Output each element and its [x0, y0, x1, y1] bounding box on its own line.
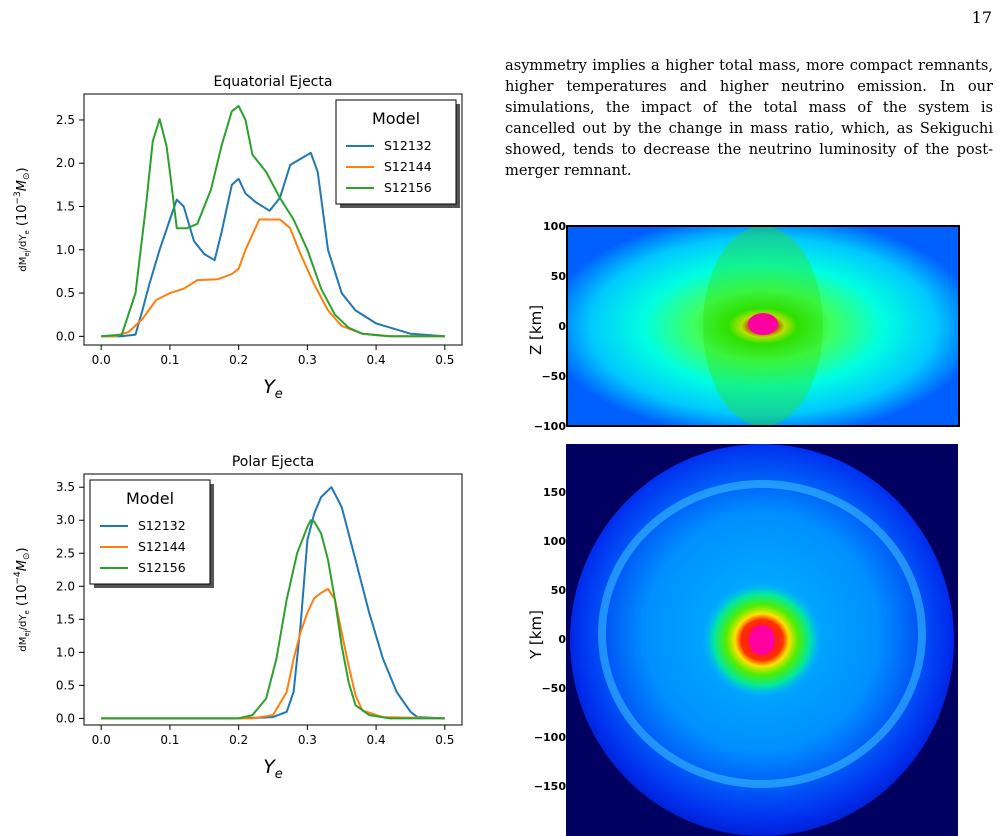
y-tick-label: 3.0: [56, 513, 75, 527]
y-tick-label: 0.5: [56, 286, 75, 300]
x-tick-label: 0.2: [229, 733, 248, 747]
plot-frame: [83, 473, 463, 726]
sim-tick-label: 100: [543, 220, 566, 233]
legend-title: Model: [126, 489, 174, 508]
sim-top-density-map: [566, 225, 960, 427]
y-tick-label: 0.0: [56, 329, 75, 343]
chart-title: Equatorial Ejecta: [214, 74, 333, 90]
legend-entry-S12132: S12132: [384, 138, 432, 153]
x-tick-label: 0.2: [229, 353, 248, 367]
plot-frame: [83, 93, 463, 346]
sim-tick-label: 150: [543, 486, 566, 499]
x-tick-label: 0.4: [367, 353, 386, 367]
legend-title: Model: [372, 109, 420, 128]
series-line-S12132: [101, 151, 445, 338]
polar-ejecta-chart: Polar Ejecta 0.0 0.1 0.2 0.3 0.4 0.5 0.0 0.5 1.0 1…: [13, 454, 463, 782]
y-axis-label: dMej/dYe (10−3M⊙): [13, 167, 32, 271]
sim-tick-label: 0: [558, 320, 566, 333]
series-line-S12132: [101, 486, 445, 720]
x-tick-label: 0.5: [435, 733, 454, 747]
sim-tick-label: −100: [533, 731, 566, 744]
x-tick-label: 0.3: [298, 353, 317, 367]
x-tick-label: 0.4: [367, 733, 386, 747]
y-tick-label: 1.5: [56, 200, 75, 214]
sim-tick-label: 50: [550, 584, 566, 597]
equatorial-ejecta-chart: Equatorial Ejecta 0.0 0.1 0.2 0.3 0.4 0.5 0.0 0.…: [13, 74, 463, 402]
series-line-S12156: [101, 105, 445, 338]
y-tick-label: 0.0: [56, 711, 75, 725]
sim-tick-label: −50: [541, 370, 566, 383]
y-tick-label: 3.5: [56, 480, 75, 494]
sim-bottom-density-map: [566, 444, 958, 836]
y-tick-label: 1.0: [56, 243, 75, 257]
y-tick-label: 2.5: [56, 113, 75, 127]
legend-entry-S12156: S12156: [138, 560, 186, 575]
x-tick-label: 0.0: [92, 733, 111, 747]
sim-tick-label: −150: [533, 780, 566, 793]
legend-entry-S12156: S12156: [384, 180, 432, 195]
x-tick-label: 0.3: [298, 733, 317, 747]
legend-box: [89, 479, 211, 585]
series-line-S12144: [101, 587, 445, 720]
legend-entry-S12144: S12144: [384, 159, 432, 174]
chart-title: Polar Ejecta: [232, 454, 314, 470]
sim-tick-label: 100: [543, 535, 566, 548]
legend-entry-S12144: S12144: [138, 539, 186, 554]
sim-tick-label: −50: [541, 682, 566, 695]
sim-tick-label: 50: [550, 270, 566, 283]
sim-tick-label: 0: [558, 633, 566, 646]
x-tick-label: 0.5: [435, 353, 454, 367]
y-tick-label: 2.0: [56, 579, 75, 593]
series-line-S12144: [101, 218, 445, 338]
body-paragraph: asymmetry implies a higher total mass, m…: [505, 57, 993, 179]
legend-box: [335, 99, 457, 205]
y-tick-label: 1.5: [56, 612, 75, 626]
y-tick-label: 0.5: [56, 678, 75, 692]
sim-bottom-ylabel: Y [km]: [527, 610, 545, 659]
y-tick-label: 1.0: [56, 645, 75, 659]
x-tick-label: 0.0: [92, 353, 111, 367]
x-tick-label: 0.1: [160, 733, 179, 747]
series-line-S12156: [101, 519, 445, 720]
x-axis-label: Ye: [263, 756, 283, 782]
x-axis-label: Ye: [263, 376, 283, 402]
y-axis-label: dMej/dYe (10−4M⊙): [13, 547, 32, 651]
x-tick-label: 0.1: [160, 353, 179, 367]
sim-tick-label: −100: [533, 420, 566, 433]
y-tick-label: 2.0: [56, 156, 75, 170]
y-tick-label: 2.5: [56, 546, 75, 560]
page-number: 17: [971, 8, 992, 27]
legend-entry-S12132: S12132: [138, 518, 186, 533]
